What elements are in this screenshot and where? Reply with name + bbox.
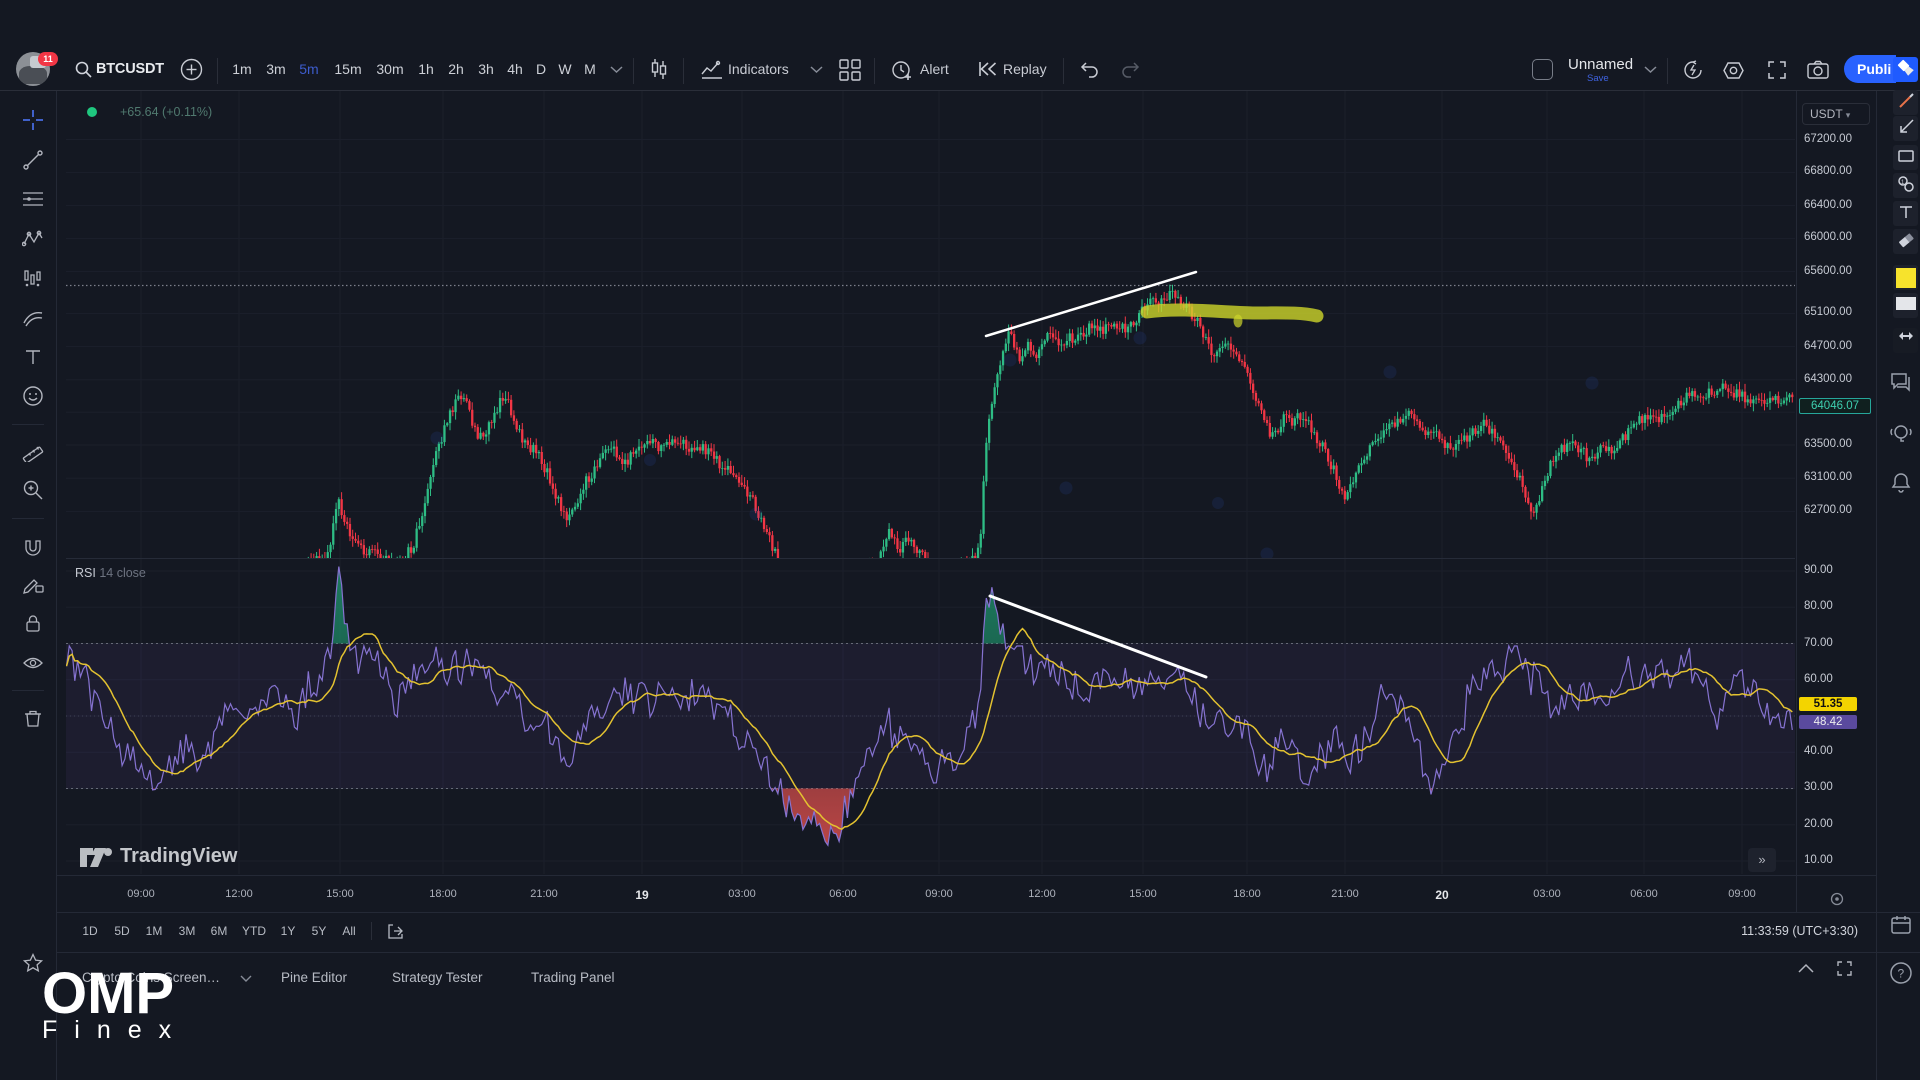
svg-text:1: 1	[1901, 180, 1905, 186]
svg-text:?: ?	[1898, 967, 1905, 981]
